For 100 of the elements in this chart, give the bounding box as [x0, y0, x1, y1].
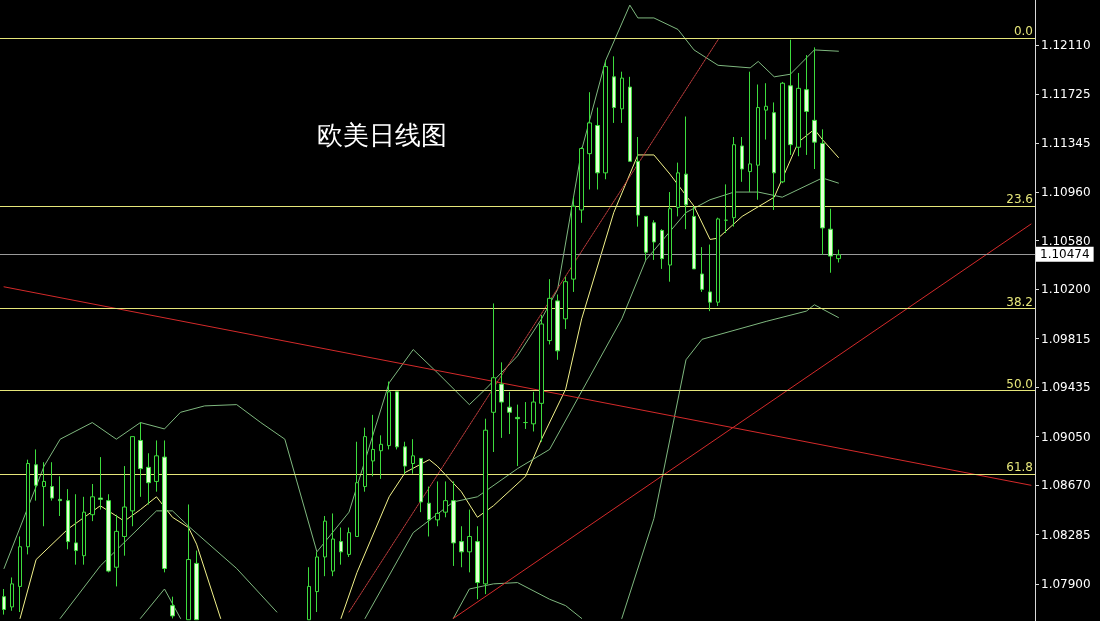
candlestick	[796, 72, 801, 157]
y-tick-label: 1.12110	[1041, 37, 1091, 52]
y-tick-label: 1.11725	[1041, 87, 1091, 102]
candlestick	[804, 54, 809, 156]
y-tick-label: 1.10200	[1041, 282, 1091, 297]
y-tick-label: 1.09815	[1041, 331, 1091, 346]
candlestick	[563, 276, 568, 330]
y-tick-label: 1.08285	[1041, 527, 1091, 542]
line-series	[59, 510, 278, 619]
candlestick	[18, 535, 22, 613]
candlestick	[371, 414, 375, 477]
candlestick	[515, 404, 520, 467]
y-tick-label: 1.08670	[1041, 478, 1091, 493]
candlestick	[146, 452, 151, 505]
candlestick	[42, 461, 46, 527]
candlestick	[435, 480, 440, 527]
candlestick	[162, 439, 167, 573]
candlestick	[660, 228, 664, 270]
candlestick	[587, 91, 592, 190]
candlestick	[50, 461, 54, 502]
line-series	[3, 4, 839, 569]
text: 欧美日线图	[317, 120, 447, 150]
candlestick	[339, 527, 343, 566]
candlestick	[106, 493, 111, 573]
candlestick	[700, 246, 704, 293]
candlestick	[459, 525, 464, 568]
candlestick	[34, 448, 38, 502]
candlestick	[708, 244, 712, 312]
candlestick	[467, 509, 472, 573]
candlestick	[363, 427, 367, 493]
candlestick	[716, 217, 720, 307]
candlestick	[539, 314, 544, 443]
candlestick	[764, 82, 768, 141]
candlestick	[603, 59, 608, 180]
candlestick	[355, 441, 359, 537]
ref-line-label: 1.10474	[1040, 247, 1090, 262]
candlestick	[620, 71, 624, 124]
candlestick	[419, 457, 423, 513]
candlestick	[595, 107, 600, 190]
y-tick-label: 1.09050	[1041, 429, 1091, 444]
candlestick	[403, 441, 407, 475]
candlestick	[499, 361, 504, 439]
y-tick-label: 1.10580	[1041, 233, 1091, 248]
candlestick	[820, 128, 825, 256]
candlestick	[571, 196, 576, 293]
candlestick	[331, 512, 335, 577]
candlestick	[98, 456, 103, 511]
candlestick	[652, 219, 656, 261]
candlestick	[483, 418, 488, 595]
candlestick	[756, 84, 760, 201]
candlestick	[90, 483, 95, 522]
line-series	[621, 304, 839, 619]
y-tick-label: 1.09435	[1041, 380, 1091, 395]
candlestick	[130, 436, 135, 527]
candlestick	[122, 465, 127, 557]
candlestick	[547, 278, 552, 345]
candlestick	[411, 438, 415, 475]
candlestick	[628, 76, 632, 162]
candlestick	[555, 293, 560, 361]
candlestick	[692, 205, 696, 270]
candlestick	[315, 551, 319, 613]
candlestick	[531, 391, 536, 432]
annotation: 61.8	[1006, 459, 1033, 474]
line-series	[19, 496, 222, 619]
candlestick	[668, 191, 672, 283]
candlestick	[772, 101, 776, 211]
candlestick	[58, 475, 62, 517]
candlestick	[323, 515, 327, 577]
candlestick	[379, 434, 383, 480]
candlestick	[74, 493, 78, 566]
candlestick	[644, 215, 648, 261]
y-tick-label: 1.10960	[1041, 185, 1091, 200]
candlestick	[114, 514, 119, 587]
candlestick	[684, 116, 688, 230]
candlestick	[836, 249, 841, 263]
candlestick	[724, 183, 728, 234]
candlestick	[612, 55, 616, 124]
candlestick	[740, 136, 744, 183]
candlestick	[812, 46, 817, 170]
candlestick	[154, 439, 159, 493]
candlestick	[748, 71, 752, 193]
candlestick	[451, 480, 456, 567]
candlestick	[170, 596, 175, 619]
candlestick	[475, 525, 480, 600]
candlestick	[2, 588, 6, 616]
line-series	[452, 582, 583, 619]
candlestick	[507, 391, 512, 435]
candlestick	[10, 576, 14, 612]
candlestick	[788, 39, 793, 156]
candlestick	[347, 527, 351, 558]
candlestick	[491, 302, 496, 453]
annotation: 38.2	[1006, 294, 1033, 309]
annotation: 23.6	[1006, 192, 1033, 207]
candlestick	[523, 401, 528, 430]
candlestick	[732, 136, 736, 228]
y-tick-label: 1.07900	[1041, 576, 1091, 591]
candlestick	[780, 81, 785, 184]
candlestick	[138, 422, 143, 498]
candlestick	[395, 391, 399, 450]
candlestick	[579, 146, 584, 224]
